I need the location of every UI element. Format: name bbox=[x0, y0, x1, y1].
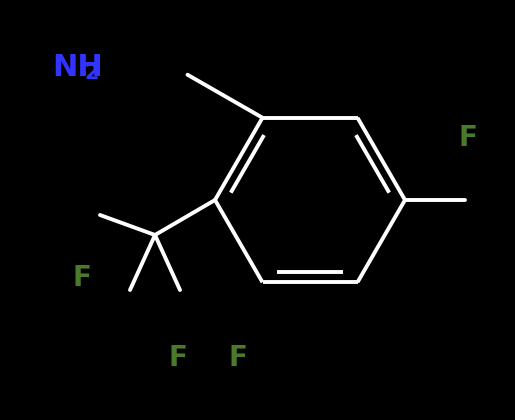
Text: F: F bbox=[168, 344, 187, 372]
Text: F: F bbox=[458, 124, 477, 152]
Text: NH: NH bbox=[52, 53, 103, 82]
Text: F: F bbox=[72, 264, 91, 292]
Text: F: F bbox=[228, 344, 247, 372]
Text: 2: 2 bbox=[84, 63, 98, 83]
